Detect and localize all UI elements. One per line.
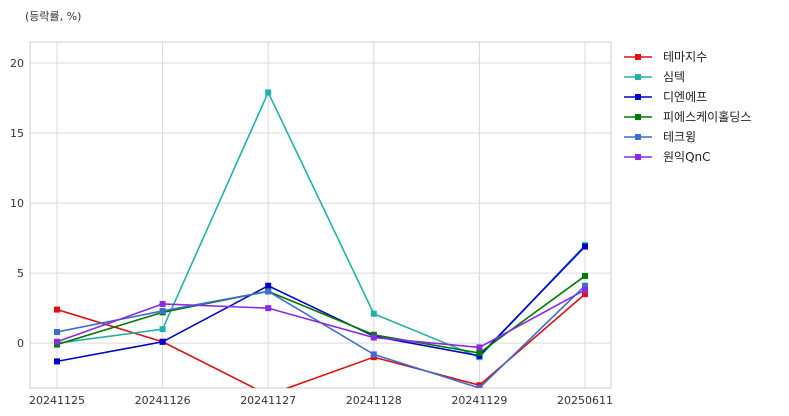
- series-5: [54, 286, 588, 351]
- y-tick-label: 0: [17, 337, 24, 350]
- legend-swatch-marker: [635, 134, 641, 140]
- legend-item: 원익QnC: [624, 150, 711, 164]
- series-line: [56, 293, 586, 388]
- legend-item: 피에스케이홀딩스: [624, 110, 751, 124]
- data-point: [265, 282, 272, 289]
- grid: [30, 42, 611, 388]
- data-point: [54, 306, 60, 313]
- unit-label: (등락률, %): [25, 10, 81, 23]
- y-tick-label: 5: [17, 267, 24, 280]
- series-group: [54, 89, 588, 388]
- legend-swatch-marker: [635, 154, 641, 160]
- series-1: [54, 89, 588, 361]
- series-line: [56, 285, 586, 388]
- series-line: [56, 289, 586, 349]
- x-tick-label: 20250611: [557, 394, 613, 407]
- data-point: [476, 385, 483, 388]
- legend-label: 디엔에프: [663, 90, 707, 104]
- legend-swatch-marker: [635, 94, 641, 100]
- legend-label: 테크윙: [663, 130, 696, 144]
- data-point: [582, 282, 588, 289]
- legend-swatch-marker: [635, 114, 641, 120]
- series-4: [54, 282, 588, 388]
- legend-item: 심텍: [624, 70, 685, 84]
- data-point: [159, 338, 166, 345]
- data-point: [370, 310, 377, 317]
- y-tick-label: 20: [10, 57, 24, 70]
- legend-label: 원익QnC: [663, 150, 711, 164]
- data-point: [476, 344, 483, 351]
- data-point: [582, 243, 588, 250]
- legend-item: 디엔에프: [624, 90, 707, 104]
- legend-label: 테마지수: [663, 50, 707, 64]
- data-point: [582, 272, 588, 279]
- data-point: [476, 349, 483, 356]
- y-tick-label: 15: [10, 127, 24, 140]
- y-axis: 0 5 10 15 20: [10, 57, 24, 350]
- legend-swatch-marker: [635, 74, 641, 80]
- series-2: [54, 243, 588, 365]
- x-axis: 20241125 20241126 20241127 20241128 20241129…: [29, 394, 613, 407]
- data-point: [159, 307, 166, 314]
- x-tick-label: 20241129: [451, 394, 507, 407]
- data-point: [54, 338, 60, 345]
- x-tick-label: 20241126: [135, 394, 191, 407]
- plot-frame: [29, 41, 612, 389]
- y-tick-label: 10: [10, 197, 24, 210]
- data-point: [54, 328, 60, 335]
- x-tick-label: 20241125: [29, 394, 85, 407]
- legend-label: 피에스케이홀딩스: [663, 110, 751, 124]
- data-point: [370, 351, 377, 358]
- data-point: [159, 326, 166, 333]
- data-point: [370, 334, 377, 341]
- legend-item: 테크윙: [624, 130, 696, 144]
- data-point: [54, 358, 60, 365]
- legend-label: 심텍: [663, 70, 685, 84]
- legend-item: 테마지수: [624, 50, 707, 64]
- x-tick-label: 20241128: [346, 394, 402, 407]
- x-tick-label: 20241127: [240, 394, 296, 407]
- data-point: [265, 89, 272, 96]
- data-point: [265, 305, 272, 312]
- series-0: [54, 291, 588, 388]
- data-point: [582, 286, 588, 293]
- series-line: [56, 90, 586, 359]
- data-point: [159, 300, 166, 307]
- data-point: [582, 291, 588, 298]
- series-line: [56, 245, 586, 363]
- data-point: [265, 288, 272, 295]
- series-line: [56, 275, 586, 354]
- legend-swatch-marker: [635, 54, 641, 60]
